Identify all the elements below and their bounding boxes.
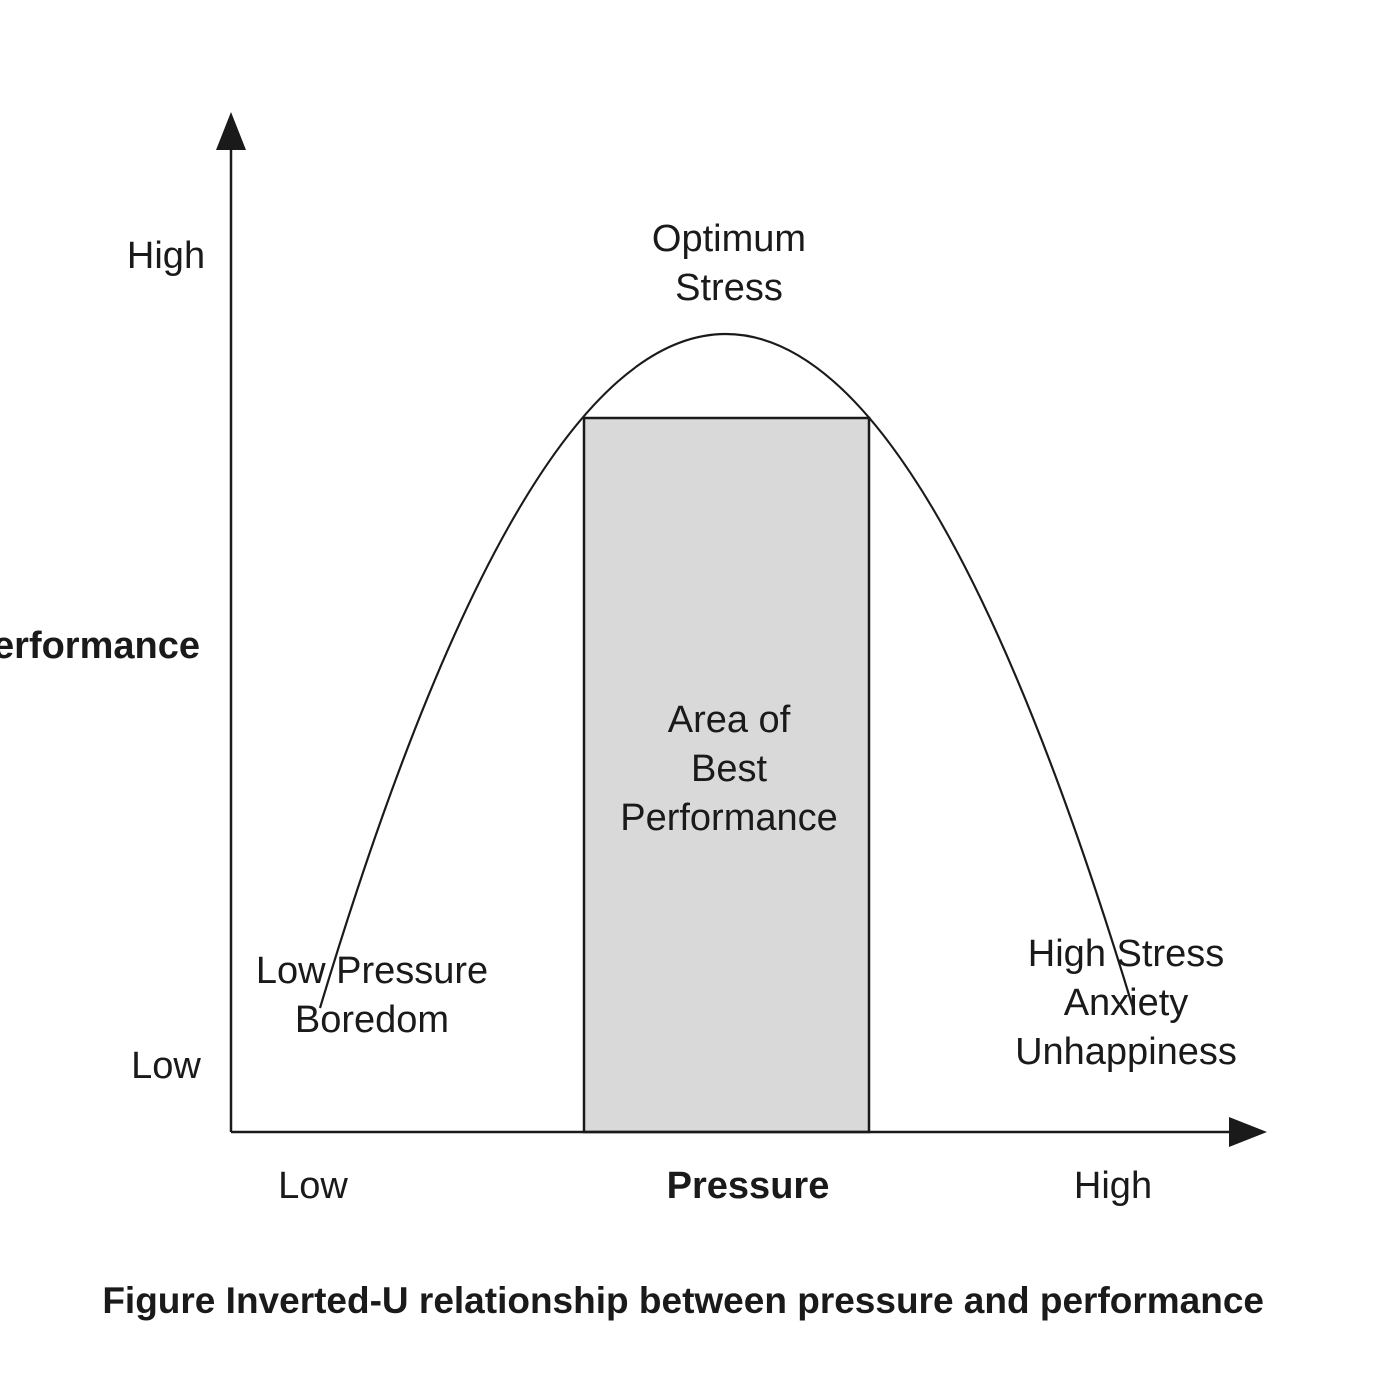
optimum-stress-label-line2: Stress [675,267,783,309]
low-pressure-label-line1: Low Pressure [256,950,488,992]
x-axis-title: Pressure [667,1165,830,1207]
y-axis-arrowhead [216,112,246,150]
figure-caption: Figure Inverted-U relationship between p… [102,1280,1264,1321]
best-performance-label-line1: Area of [668,699,791,741]
optimum-stress-label-line1: Optimum [652,218,806,260]
x-axis-high-label: High [1074,1165,1152,1207]
low-pressure-label-line2: Boredom [295,999,449,1041]
high-stress-label-line3: Unhappiness [1015,1031,1237,1073]
high-stress-label-line1: High Stress [1028,933,1224,975]
best-performance-label-line2: Best [691,748,767,790]
best-performance-area [582,416,871,1134]
x-axis-low-label: Low [278,1165,348,1207]
y-axis-title: Performance [0,625,200,667]
inverted-u-curve [318,333,1135,1009]
high-stress-label-line2: Anxiety [1064,982,1189,1024]
x-axis-arrowhead [1229,1117,1267,1147]
y-axis-high-label: High [127,235,205,277]
y-axis-low-label: Low [131,1045,201,1087]
best-performance-label-line3: Performance [620,797,838,839]
